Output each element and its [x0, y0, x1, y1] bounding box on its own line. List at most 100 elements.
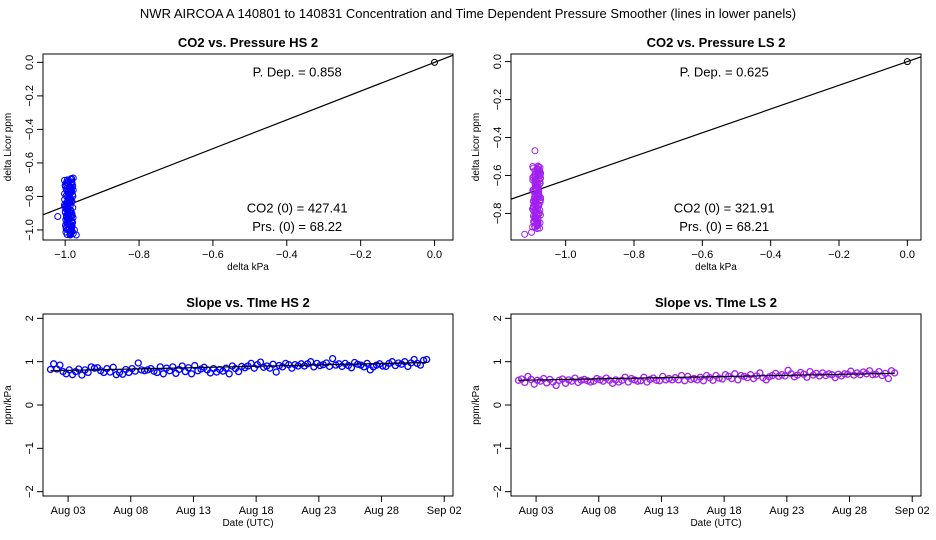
- x-tick-label: −1.0: [555, 249, 577, 261]
- plot-frame: [510, 53, 922, 241]
- panel-title: CO2 vs. Pressure LS 2: [647, 35, 786, 50]
- y-tick-label: 1: [24, 359, 36, 365]
- y-tick-label: −0.4: [492, 127, 504, 149]
- x-tick-label: −0.4: [276, 249, 298, 261]
- y-tick-label: −0.2: [24, 85, 36, 107]
- y-axis-label: delta Licor ppm: [3, 113, 14, 181]
- y-tick-label: −2: [24, 485, 36, 498]
- plot-area: [514, 366, 899, 390]
- panel-title: CO2 vs. Pressure HS 2: [178, 35, 318, 50]
- panel-title: Slope vs. TIme HS 2: [186, 295, 310, 310]
- x-tick-label: Aug 13: [176, 505, 211, 517]
- fit-line: [511, 56, 921, 200]
- y-axis-label: ppm/kPa: [471, 385, 482, 425]
- plot-area: [43, 54, 453, 239]
- stat-annotation: Prs. (0) = 68.21: [679, 219, 769, 234]
- data-point: [825, 370, 833, 378]
- y-tick-label: −0.2: [492, 89, 504, 111]
- data-point: [256, 358, 265, 366]
- y-tick-label: 0.0: [24, 55, 36, 70]
- panels: CO2 vs. Pressure HS 2 −1.0 −0.8 −0.6 −0.4 −0.…: [3, 35, 930, 529]
- data-point: [715, 374, 723, 382]
- x-axis-label: Date (UTC): [222, 518, 273, 529]
- y-tick-label: −0.6: [492, 165, 504, 187]
- stat-annotation: Prs. (0) = 68.22: [252, 219, 342, 234]
- data-point: [72, 231, 80, 239]
- x-tick-label: Aug 03: [51, 505, 86, 517]
- smooth-line: [50, 361, 427, 372]
- x-tick-label: Aug 03: [519, 505, 554, 517]
- x-tick-label: 0.0: [900, 249, 915, 261]
- panel-p4: Slope vs. TIme LS 2 Aug 03 Aug 08 Aug 13 Aug…: [471, 295, 930, 529]
- panel-p3: Slope vs. TIme HS 2 Aug 03 Aug 08 Aug 13 Aug…: [3, 295, 462, 529]
- y-tick-label: −1.0: [24, 219, 36, 241]
- x-tick-label: −0.4: [760, 249, 782, 261]
- data-point: [737, 371, 745, 380]
- x-axis-label: delta kPa: [227, 262, 269, 273]
- x-tick-label: Sep 02: [895, 505, 930, 517]
- data-point: [178, 362, 186, 370]
- x-tick-label: Aug 28: [364, 505, 399, 517]
- panel-p1: CO2 vs. Pressure HS 2 −1.0 −0.8 −0.6 −0.4 −0.…: [3, 35, 454, 273]
- y-tick-label: −1: [24, 442, 36, 455]
- stat-annotation: CO2 (0) = 427.41: [247, 200, 348, 215]
- y-axis-label: ppm/kPa: [3, 385, 14, 425]
- x-tick-label: −0.8: [623, 249, 645, 261]
- data-point: [869, 371, 877, 379]
- data-point: [528, 228, 535, 236]
- x-tick-label: −0.2: [350, 249, 372, 261]
- x-tick-label: 0.0: [427, 249, 442, 261]
- data-point: [140, 367, 149, 375]
- data-point: [54, 213, 62, 221]
- fit-line: [43, 54, 453, 216]
- plot-area: [46, 354, 431, 379]
- y-tick-label: 2: [492, 315, 504, 321]
- data-point: [552, 381, 560, 390]
- plot-frame: [42, 53, 454, 241]
- x-tick-label: −0.6: [691, 249, 713, 261]
- panel-p2: CO2 vs. Pressure LS 2 −1.0 −0.8 −0.6 −0.4 −0.…: [471, 35, 922, 273]
- y-tick-label: −0.6: [24, 152, 36, 174]
- x-tick-label: Aug 18: [239, 505, 274, 517]
- data-point: [69, 174, 77, 182]
- data-point: [699, 377, 708, 385]
- data-point: [56, 361, 64, 369]
- data-point: [159, 370, 168, 378]
- y-tick-label: −2: [492, 485, 504, 498]
- x-axis-label: delta kPa: [695, 262, 737, 273]
- data-point: [169, 363, 177, 371]
- y-tick-label: −0.4: [24, 119, 36, 141]
- data-point: [521, 230, 529, 238]
- x-tick-label: Aug 08: [581, 505, 616, 517]
- panel-title: Slope vs. TIme LS 2: [655, 295, 777, 310]
- data-point: [531, 147, 539, 155]
- y-tick-label: 1: [492, 359, 504, 365]
- y-tick-label: 0.0: [492, 54, 504, 69]
- x-tick-label: Aug 08: [113, 505, 148, 517]
- x-tick-label: Aug 18: [707, 505, 742, 517]
- data-point: [529, 163, 537, 171]
- data-point: [187, 370, 196, 378]
- y-tick-label: 2: [24, 315, 36, 321]
- y-tick-label: 0: [24, 402, 36, 408]
- y-axis-label: delta Licor ppm: [471, 113, 482, 181]
- data-point: [78, 371, 86, 379]
- plot-area: [511, 56, 921, 238]
- plot-frame: [42, 313, 454, 497]
- stat-annotation: P. Dep. = 0.625: [680, 65, 769, 80]
- data-point: [272, 368, 280, 376]
- x-axis-label: Date (UTC): [690, 518, 741, 529]
- data-point: [222, 364, 230, 372]
- data-point: [423, 355, 431, 364]
- x-tick-label: Aug 23: [301, 505, 336, 517]
- stat-annotation: P. Dep. = 0.858: [253, 65, 342, 80]
- smooth-line: [518, 372, 895, 381]
- data-point: [419, 356, 428, 365]
- data-point: [46, 365, 55, 374]
- data-point: [225, 370, 233, 378]
- x-tick-label: Sep 02: [427, 505, 462, 517]
- origin-point: [431, 58, 439, 66]
- y-tick-label: −1: [492, 442, 504, 455]
- data-point: [803, 373, 811, 381]
